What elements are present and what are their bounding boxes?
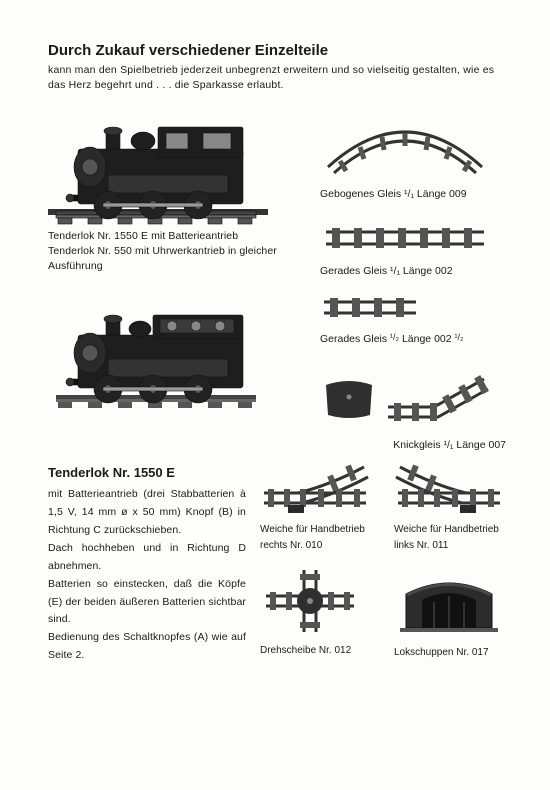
shed-illustration bbox=[394, 566, 504, 638]
intro-text: kann man den Spielbetrieb jederzeit unbe… bbox=[48, 63, 514, 93]
turntable-caption: Drehscheibe Nr. 012 bbox=[260, 644, 380, 657]
switch-right-illustration bbox=[260, 457, 370, 515]
loco1-caption-2: Tenderlok Nr. 550 mit Uhrwerkantrieb in … bbox=[48, 244, 308, 273]
switch-left-caption-2: links Nr. 011 bbox=[394, 539, 514, 552]
row-loco1: Tenderlok Nr. 1550 E mit Batterieantrieb… bbox=[48, 109, 514, 287]
section2-body: mit Batterieantrieb (drei Stabbatterien … bbox=[48, 486, 246, 664]
straight-track-illustration bbox=[320, 222, 490, 256]
bent-track-block bbox=[320, 367, 514, 423]
section2-title: Tenderlok Nr. 1550 E bbox=[48, 465, 246, 480]
shed-block: Lokschuppen Nr. 017 bbox=[394, 566, 514, 665]
shed-caption: Lokschuppen Nr. 017 bbox=[394, 646, 514, 659]
switch-left-illustration bbox=[394, 457, 504, 515]
locomotive-1-illustration bbox=[48, 109, 268, 229]
half-track-block: Gerades Gleis ¹/₂ Länge 002 ¹/₂ bbox=[320, 293, 514, 345]
half-track-illustration bbox=[320, 293, 420, 323]
bent-track-illustration bbox=[384, 367, 494, 423]
turntable-illustration bbox=[260, 566, 360, 636]
loco1-caption-1: Tenderlok Nr. 1550 E mit Batterieantrieb bbox=[48, 229, 308, 244]
switch-right-caption-1: Weiche für Handbetrieb bbox=[260, 523, 380, 536]
straight-track-block: Gerades Gleis ¹/₁ Länge 002 bbox=[320, 222, 514, 277]
switch-left-block: Weiche für Handbetrieb links Nr. 011 bbox=[394, 457, 514, 558]
bent-track-caption: Knickgleis ¹/₁ Länge 007 bbox=[320, 439, 514, 451]
switch-right-block: Weiche für Handbetrieb rechts Nr. 010 bbox=[260, 457, 380, 558]
curved-track-caption: Gebogenes Gleis ¹/₁ Länge 009 bbox=[320, 188, 514, 200]
half-track-caption: Gerades Gleis ¹/₂ Länge 002 ¹/₂ bbox=[320, 332, 514, 345]
curved-track-block: Gebogenes Gleis ¹/₁ Länge 009 bbox=[320, 109, 514, 200]
straight-track-caption: Gerades Gleis ¹/₁ Länge 002 bbox=[320, 265, 514, 277]
bottom-section: Tenderlok Nr. 1550 E mit Batterieantrieb… bbox=[48, 457, 514, 664]
curved-track-illustration bbox=[320, 109, 490, 179]
row-loco2: Gerades Gleis ¹/₂ Länge 002 ¹/₂ bbox=[48, 293, 514, 451]
turntable-block: Drehscheibe Nr. 012 bbox=[260, 566, 380, 665]
roof-piece-illustration bbox=[320, 375, 378, 423]
page-heading: Durch Zukauf verschiedener Einzelteile bbox=[48, 42, 514, 59]
switch-right-caption-2: rechts Nr. 010 bbox=[260, 539, 380, 552]
locomotive-2-illustration bbox=[48, 293, 268, 413]
switch-left-caption-1: Weiche für Handbetrieb bbox=[394, 523, 514, 536]
